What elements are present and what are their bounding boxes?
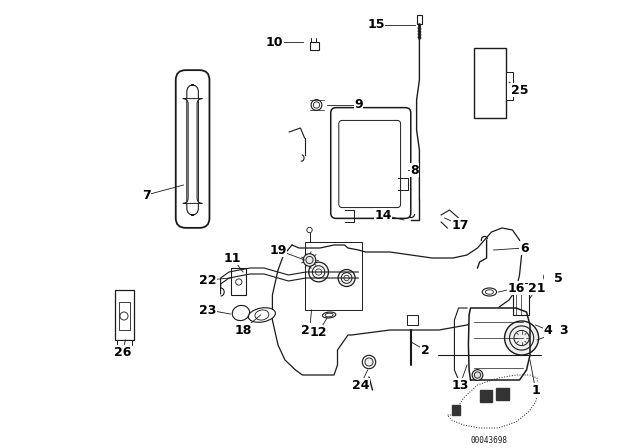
Ellipse shape — [325, 313, 333, 317]
Text: 00043698: 00043698 — [471, 435, 508, 444]
Text: 14: 14 — [374, 208, 392, 221]
Text: 17: 17 — [451, 219, 468, 232]
Bar — [476, 52, 504, 62]
FancyBboxPatch shape — [331, 108, 411, 218]
Text: 23: 23 — [199, 303, 217, 316]
Ellipse shape — [255, 310, 269, 320]
Bar — [476, 94, 504, 104]
Bar — [119, 302, 129, 330]
Polygon shape — [497, 388, 509, 400]
Polygon shape — [452, 405, 460, 415]
Circle shape — [544, 271, 556, 283]
Polygon shape — [479, 390, 492, 402]
Circle shape — [472, 370, 483, 380]
FancyBboxPatch shape — [176, 70, 209, 228]
Bar — [506, 72, 513, 100]
Text: 13: 13 — [451, 379, 468, 392]
Text: 1: 1 — [531, 383, 540, 396]
Circle shape — [303, 254, 316, 266]
Text: 26: 26 — [114, 345, 131, 358]
Text: 12: 12 — [310, 326, 327, 339]
Text: 2: 2 — [420, 344, 429, 357]
Text: 25: 25 — [511, 83, 528, 96]
Text: 6: 6 — [520, 241, 529, 254]
Text: 15: 15 — [367, 18, 385, 31]
Ellipse shape — [248, 308, 275, 322]
Text: 24: 24 — [352, 379, 369, 392]
Bar — [117, 340, 132, 345]
Text: 18: 18 — [234, 323, 252, 336]
Text: 9: 9 — [354, 99, 363, 112]
Text: 20: 20 — [301, 323, 318, 336]
Circle shape — [338, 270, 355, 287]
Text: 22: 22 — [199, 273, 217, 287]
FancyBboxPatch shape — [339, 121, 401, 207]
FancyBboxPatch shape — [183, 99, 202, 203]
Ellipse shape — [232, 306, 250, 321]
Circle shape — [362, 355, 376, 369]
Bar — [417, 15, 422, 24]
Bar — [407, 315, 418, 325]
Ellipse shape — [485, 290, 493, 294]
Text: 7: 7 — [142, 189, 151, 202]
Bar — [476, 80, 504, 90]
Bar — [474, 48, 506, 118]
Text: 8: 8 — [410, 164, 419, 177]
Text: 5: 5 — [554, 271, 563, 284]
Text: 19: 19 — [269, 244, 287, 257]
Bar — [310, 42, 319, 50]
Bar — [115, 290, 134, 340]
Text: 3: 3 — [559, 323, 568, 336]
Text: 21: 21 — [528, 281, 546, 294]
FancyBboxPatch shape — [187, 85, 198, 215]
Text: 16: 16 — [508, 281, 525, 294]
Ellipse shape — [323, 312, 336, 318]
Text: 11: 11 — [224, 251, 241, 264]
Bar — [476, 66, 504, 76]
Circle shape — [504, 321, 539, 355]
Bar — [513, 283, 529, 315]
Circle shape — [308, 262, 328, 282]
Bar — [231, 268, 246, 295]
Polygon shape — [468, 308, 530, 380]
Ellipse shape — [482, 288, 497, 296]
Text: 4: 4 — [543, 323, 552, 336]
Text: 10: 10 — [266, 35, 284, 48]
Bar — [305, 242, 362, 310]
